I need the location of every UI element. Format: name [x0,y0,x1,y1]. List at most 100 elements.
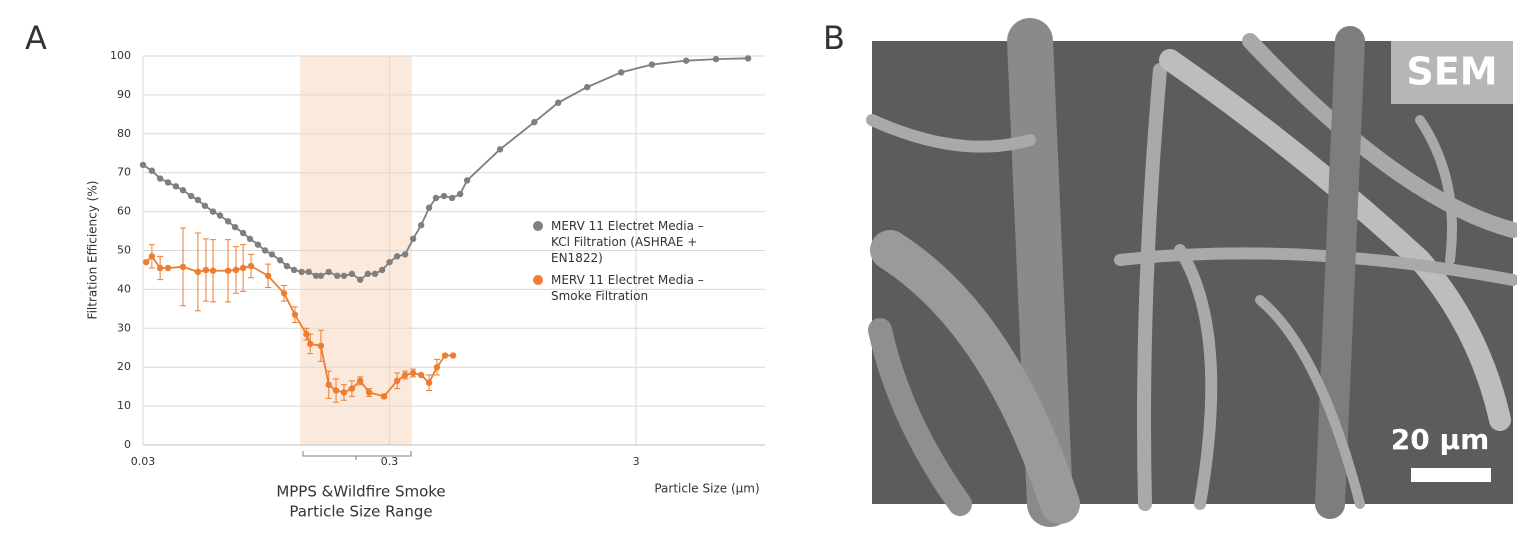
data-point [179,187,187,194]
data-point [744,55,752,62]
data-point [224,218,232,225]
legend-marker [533,220,543,231]
data-point [298,268,305,276]
data-point [409,235,417,243]
x-tick-label: 3 [633,455,640,468]
data-point [216,212,224,219]
data-point [231,223,239,231]
legend-marker [533,274,543,285]
data-point [325,268,332,276]
data-point [648,61,656,68]
y-tick-label: 0 [124,438,131,451]
data-point [531,118,538,126]
legend: MERV 11 Electret Media – KCl Filtration … [533,218,753,310]
y-tick-label: 70 [117,166,131,179]
data-point [232,266,240,274]
legend-item: MERV 11 Electret Media – KCl Filtration … [533,218,753,266]
panel-label: A [25,19,47,57]
data-point [348,385,356,392]
data-point [380,393,388,400]
y-tick-label: 100 [110,49,131,62]
label-box [1391,41,1513,104]
data-point [148,253,156,260]
data-point [317,342,325,350]
data-point [280,290,288,297]
data-point [209,208,217,215]
data-point [246,235,254,243]
y-tick-label: 30 [117,321,131,334]
data-point [179,263,187,271]
data-point [283,262,291,270]
data-point [332,387,340,394]
data-point [156,175,164,182]
data-point [194,196,202,204]
legend-item: MERV 11 Electret Media – Smoke Filtratio… [533,272,753,304]
data-point [393,377,401,385]
data-point [224,267,232,274]
data-point [156,264,164,272]
sem-image: SEM 20 µm [866,18,1517,527]
data-point [417,371,425,379]
data-point [201,202,209,209]
data-point [264,272,272,279]
data-point [290,266,298,274]
data-point [365,389,373,396]
data-point [555,99,562,106]
data-point [325,381,332,388]
data-point [417,222,425,229]
data-point [239,229,247,237]
data-point [409,369,417,377]
data-point [209,267,217,274]
data-point [164,179,172,186]
data-point [340,272,348,279]
range-label: MPPS &Wildfire Smoke [276,483,445,501]
data-point [340,389,348,396]
y-tick-label: 50 [117,244,131,257]
series [139,55,752,283]
legend-label: MERV 11 Electret Media – Smoke Filtratio… [551,272,704,303]
panel-label: B [823,19,845,57]
data-point [148,167,156,174]
data-point [463,177,471,184]
data-point [356,377,364,385]
data-point [334,272,341,279]
scale-bar [1411,468,1491,482]
y-axis-label: Filtration Efficiency (%) [86,181,100,320]
data-point [440,192,448,200]
data-point [356,276,364,283]
y-tick-label: 20 [117,360,131,373]
data-point [583,83,591,91]
data-point [432,194,440,202]
data-point [305,268,312,276]
data-point [425,204,433,211]
data-point [386,258,393,266]
data-point [401,371,409,379]
data-point [378,266,386,274]
data-point [202,266,210,274]
data-point [448,194,456,202]
legend-label: MERV 11 Electret Media – KCl Filtration … [551,218,704,265]
y-tick-label: 80 [117,127,131,140]
data-point [425,379,433,386]
data-point [433,364,441,371]
range-bracket [302,451,412,460]
data-point [142,258,150,266]
data-point [617,69,625,76]
data-point [456,190,464,198]
y-tick-label: 40 [117,282,131,295]
data-point [139,161,147,169]
data-point [261,247,269,254]
x-tick-label: 0.03 [131,455,156,468]
fibers [866,18,1517,527]
data-point [364,270,372,278]
data-point [164,264,172,272]
data-point [496,146,504,153]
data-point [254,241,262,248]
plot-area [139,55,765,460]
range-label: Particle Size Range [289,503,432,521]
data-point [401,251,409,258]
x-axis-label: Particle Size (µm) [654,482,759,496]
data-point [239,264,247,272]
data-point [276,257,284,264]
